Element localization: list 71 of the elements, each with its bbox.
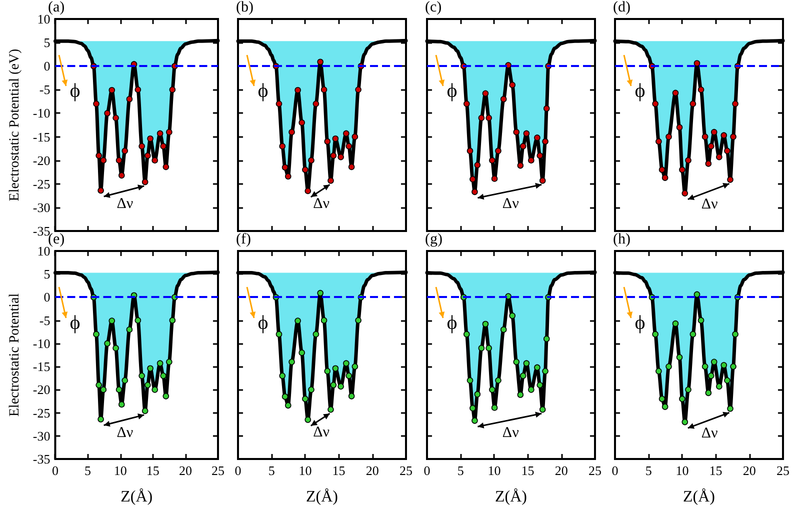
annotation: Δν <box>502 196 520 212</box>
annotation: ϕ <box>446 80 458 102</box>
y-tick-label: -5 <box>39 82 50 98</box>
x-tick-label: 10 <box>298 463 312 478</box>
annotation: ϕ <box>70 80 80 102</box>
y-tick-label: -35 <box>32 452 50 466</box>
x-tick-label: 25 <box>588 463 602 478</box>
annotation: Δν <box>701 425 718 442</box>
y-tick-label: -10 <box>32 336 50 351</box>
text: (c) <box>425 0 442 16</box>
x-axis-title: Z(Å) <box>120 488 153 506</box>
text: (b) <box>236 0 254 16</box>
annotation: Δν <box>502 425 520 442</box>
x-tick-label: 0 <box>234 463 242 478</box>
y-tick-label: -20 <box>32 152 50 168</box>
x-tick-label: 5 <box>268 463 275 478</box>
y-tick-label: -15 <box>32 129 50 144</box>
text: (f) <box>236 232 251 248</box>
x-tick-label: 15 <box>709 463 722 478</box>
annotation: ϕ <box>634 312 646 334</box>
text: (h) <box>613 232 630 248</box>
x-tick-label: 5 <box>457 463 464 478</box>
y-tick-label: -30 <box>32 428 50 444</box>
y-tick-label: -25 <box>32 176 50 192</box>
y-tick-label: 10 <box>37 244 50 258</box>
x-axis-title: Z(Å) <box>683 488 715 506</box>
text: (g) <box>425 232 442 248</box>
x-tick-label: 25 <box>400 463 412 478</box>
y-axis-title: Electrostatic Potential (eV) <box>8 48 22 202</box>
text: (d) <box>613 0 630 16</box>
y-tick-label: 10 <box>37 12 50 26</box>
x-axis-title: Z(Å) <box>495 488 527 506</box>
annotation: Δν <box>313 424 330 441</box>
x-tick-label: 15 <box>146 463 160 478</box>
x-tick-label: 5 <box>645 463 652 478</box>
y-tick-label: -5 <box>39 312 50 328</box>
y-tick-label: -20 <box>32 382 50 398</box>
y-tick-label: -25 <box>32 405 50 420</box>
y-tick-label: 0 <box>44 58 50 74</box>
x-tick-label: 10 <box>114 463 127 478</box>
y-tick-label: -10 <box>32 106 50 121</box>
x-tick-label: 15 <box>332 463 346 478</box>
annotation: Δν <box>701 196 718 212</box>
x-tick-label: 20 <box>366 463 379 478</box>
annotation: Δν <box>313 196 330 212</box>
x-tick-label: 15 <box>521 463 534 478</box>
x-tick-label: 20 <box>178 463 192 478</box>
x-tick-label: 25 <box>776 463 790 478</box>
x-tick-label: 10 <box>676 463 689 478</box>
annotation: ϕ <box>70 312 80 334</box>
x-axis-title: Z(Å) <box>306 488 338 506</box>
x-tick-label: 0 <box>612 463 618 478</box>
x-tick-label: 0 <box>424 463 430 478</box>
y-tick-label: 5 <box>44 266 50 282</box>
y-tick-label: 0 <box>44 290 50 305</box>
text: (a) <box>48 0 65 16</box>
x-tick-label: 5 <box>84 463 92 478</box>
y-tick-label: -30 <box>32 200 50 215</box>
annotation: Δν <box>116 196 134 212</box>
y-tick-label: 5 <box>44 35 50 50</box>
y-axis-title: Electrostatic Potential <box>8 293 22 417</box>
x-tick-label: 10 <box>488 463 501 478</box>
annotation: ϕ <box>446 312 458 334</box>
annotation: ϕ <box>634 80 646 102</box>
annotation: ϕ <box>258 312 268 334</box>
x-tick-label: 20 <box>742 463 756 478</box>
annotation: Δν <box>116 425 134 442</box>
y-tick-label: -15 <box>32 359 50 374</box>
x-tick-label: 25 <box>212 463 224 478</box>
annotation: ϕ <box>258 80 268 102</box>
x-tick-label: 20 <box>554 463 568 478</box>
